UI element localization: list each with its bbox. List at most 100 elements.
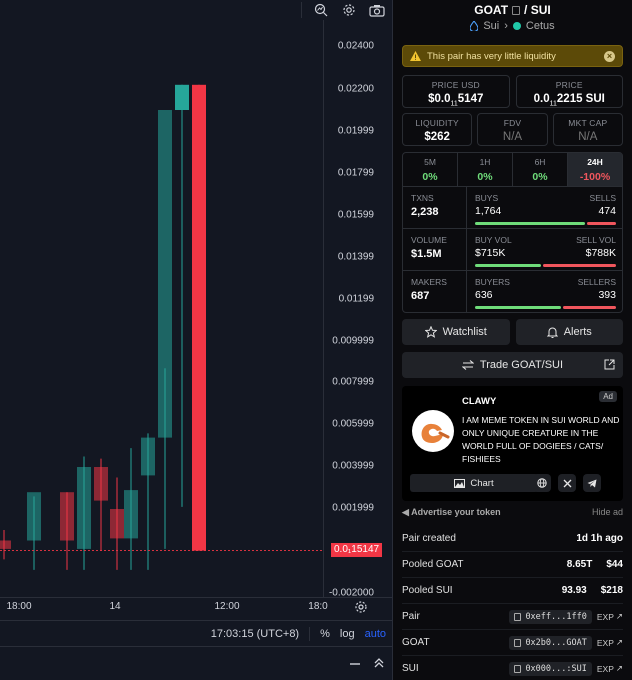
ad-card[interactable]: Ad CLAWY I AM MEME TOKEN IN SUI WORLD AN…: [402, 386, 623, 501]
alerts-label: Alerts: [563, 326, 592, 338]
candle-up[interactable]: [77, 467, 91, 549]
time-tick: 14: [109, 601, 121, 612]
makers-row: MAKERS 687 BUYERS SELLERS 636 393: [403, 270, 622, 312]
axis-settings-icon[interactable]: [354, 600, 368, 614]
candle-down[interactable]: [110, 509, 124, 539]
candle-up[interactable]: [27, 492, 41, 541]
time-tick: 18:00: [6, 601, 32, 612]
pair-created-label: Pair created: [402, 533, 456, 544]
gear-icon[interactable]: [340, 1, 358, 19]
txns-label: TXNS: [411, 193, 434, 203]
price-tick: 0.01199: [338, 293, 374, 305]
chain-name[interactable]: Sui: [483, 20, 500, 32]
pooled-goat-row: Pooled GOAT 8.65T $44: [402, 552, 623, 578]
candle-up[interactable]: [158, 110, 172, 438]
ad-chart-button[interactable]: Chart: [410, 474, 538, 492]
goat-explorer-link[interactable]: EXP ↗: [596, 637, 623, 648]
mkt-cap-value: N/A: [578, 131, 598, 143]
price-native-label: PRICE: [555, 80, 583, 90]
ad-token-name: CLAWY: [462, 396, 497, 407]
price-tick: 0.01999: [337, 125, 374, 137]
candle-up[interactable]: [124, 490, 138, 539]
tab-1h[interactable]: 1H 0%: [458, 153, 513, 186]
pair-address-chip[interactable]: 0xeff...1ff0: [509, 609, 592, 624]
star-icon: [424, 326, 437, 338]
collapse-up-icon[interactable]: [374, 655, 384, 673]
pooled-sui-usd: $218: [600, 585, 623, 596]
ad-website-button[interactable]: [533, 474, 551, 492]
external-link-icon[interactable]: [604, 359, 615, 370]
mkt-cap-box: MKT CAP N/A: [552, 113, 623, 146]
percent-toggle[interactable]: %: [320, 627, 330, 640]
close-icon[interactable]: ×: [604, 50, 615, 62]
dex-name[interactable]: Cetus: [525, 20, 555, 32]
makers-label: MAKERS: [411, 277, 447, 287]
current-price-label: 0.0₁15147: [331, 543, 383, 557]
chart-time: 17:03:15 (UTC+8): [210, 627, 300, 640]
copy-icon: [514, 638, 522, 647]
tab-24h-value: -100%: [579, 171, 611, 183]
candle-down[interactable]: [0, 540, 11, 549]
candle-down[interactable]: [192, 84, 206, 551]
tab-5m-label: 5M: [424, 157, 436, 167]
warning-text: This pair has very little liquidity: [427, 50, 556, 62]
buys-sells-bar: [475, 222, 616, 225]
buys-value: 1,764: [475, 205, 502, 217]
sui-logo-icon: [470, 21, 479, 31]
quote-token: / SUI: [524, 3, 551, 17]
minimize-icon[interactable]: [350, 655, 360, 673]
tab-5m[interactable]: 5M 0%: [403, 153, 458, 186]
buy-vol-value: $715K: [475, 247, 506, 259]
goat-address-chip[interactable]: 0x2b0...GOAT: [509, 635, 592, 650]
camera-icon[interactable]: [368, 1, 386, 19]
sell-vol-value: $788K: [585, 247, 616, 259]
magnifier-chart-icon[interactable]: [312, 1, 330, 19]
volume-row: VOLUME $1.5M BUY VOL SELL VOL $715K $788K: [403, 228, 622, 270]
sellers-label: SELLERS: [577, 277, 616, 287]
external-link-icon: ↗: [615, 663, 623, 673]
log-toggle[interactable]: log: [339, 627, 355, 640]
pair-address-row: Pair 0xeff...1ff0 EXP ↗: [402, 604, 623, 630]
globe-icon: [537, 478, 547, 488]
watchlist-button[interactable]: Watchlist: [402, 319, 510, 345]
candle-up[interactable]: [175, 84, 189, 110]
price-native-value: 0.0112215 SUI: [533, 93, 605, 108]
chart-area[interactable]: 0.02400 0.02200 0.01999 0.01799 0.01599 0.013…: [0, 0, 392, 680]
pooled-sui-row: Pooled SUI 93.93 $218: [402, 578, 623, 604]
tab-24h[interactable]: 24H -100%: [568, 153, 622, 186]
pooled-goat-amount: 8.65T: [566, 559, 593, 570]
sui-address-chip[interactable]: 0x000...:SUI: [509, 661, 592, 676]
candle-down[interactable]: [60, 492, 74, 541]
volume-label: VOLUME: [411, 235, 447, 245]
change-block: 5M 0% 1H 0% 6H 0% 24H -100% TXNS 2,238: [402, 152, 623, 313]
sellers-value: 393: [598, 289, 616, 301]
candle-down[interactable]: [94, 467, 108, 501]
pair-title: GOAT / SUI: [393, 3, 632, 17]
candle-up[interactable]: [141, 437, 155, 476]
price-usd-value: $0.0115147: [428, 93, 484, 108]
pair-explorer-link[interactable]: EXP ↗: [596, 611, 623, 622]
goat-address-row: GOAT 0x2b0...GOAT EXP ↗: [402, 630, 623, 656]
price-axis[interactable]: 0.02400 0.02200 0.01999 0.01799 0.01599 0.013…: [323, 20, 392, 599]
crab-claw-icon: [421, 423, 450, 443]
tab-6h[interactable]: 6H 0%: [513, 153, 568, 186]
auto-toggle[interactable]: auto: [364, 627, 386, 640]
sui-explorer-link[interactable]: EXP ↗: [596, 663, 623, 674]
bottom-panel: [0, 646, 392, 680]
alerts-button[interactable]: Alerts: [515, 319, 623, 345]
time-tick: 18:0: [308, 601, 328, 612]
sells-label: SELLS: [589, 193, 616, 203]
pooled-goat-label: Pooled GOAT: [402, 559, 464, 570]
chevron-right-icon: ›: [504, 20, 508, 32]
copy-icon[interactable]: [512, 5, 521, 15]
advertise-link[interactable]: ◀ Advertise your token: [402, 507, 501, 517]
candlestick-plot[interactable]: [0, 20, 323, 598]
cetus-logo-icon: [512, 22, 521, 30]
trade-button[interactable]: Trade GOAT/SUI: [402, 352, 623, 378]
pair-header: GOAT / SUI Sui › Cetus: [393, 0, 632, 32]
hide-ad-link[interactable]: Hide ad: [591, 507, 623, 517]
ad-x-button[interactable]: [558, 474, 576, 492]
ad-description: I AM MEME TOKEN IN SUI WORLD AND ONLY UN…: [462, 415, 620, 464]
tab-24h-label: 24H: [587, 157, 603, 167]
ad-telegram-button[interactable]: [583, 474, 601, 492]
